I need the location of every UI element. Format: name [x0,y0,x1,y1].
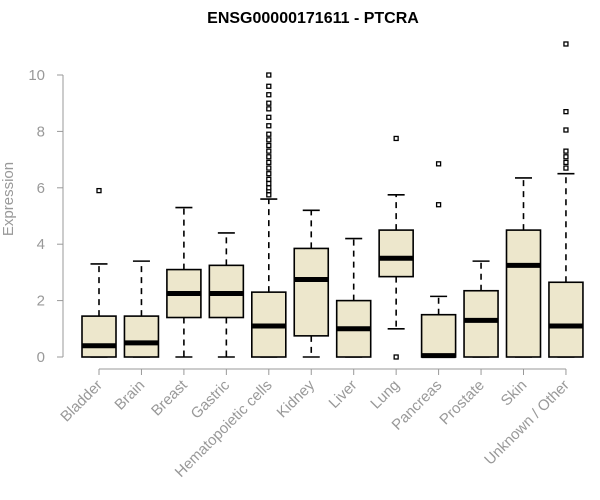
outlier-point [266,148,272,154]
outlier-point [266,171,272,177]
outlier-point [393,354,399,360]
box-kidney [293,209,330,358]
outlier-point [266,192,272,198]
outlier-point [435,202,442,208]
x-tick-label: Skin [498,377,531,410]
outlier-point [96,187,102,194]
x-tick-label: Prostate [436,377,488,429]
box-pancreas [420,161,457,359]
outlier-point [563,127,569,133]
outlier-point [563,154,569,160]
outlier-point [266,165,272,171]
outlier-point [266,131,272,137]
x-tick-label: Bladder [57,377,106,426]
outlier-point [266,180,272,187]
outlier-point [563,165,569,171]
outlier-point [266,123,272,129]
box-iqr [123,315,160,358]
box-iqr [548,281,584,358]
y-axis: 0 2 4 6 8 10 [28,67,64,366]
box-iqr [505,229,542,358]
outlier-point [266,159,272,166]
outlier-point [266,176,272,182]
x-tick-label: Liver [326,377,361,412]
box-breast [166,206,202,358]
outlier-point [266,83,272,89]
outlier-point [266,137,272,143]
outlier-point [563,148,569,154]
chart-title: ENSG00000171611 - PTCRA [207,10,419,27]
x-tick-label: Lung [367,377,403,413]
outlier-point [266,142,272,149]
outlier-point [266,106,272,112]
y-tick-label: 6 [37,180,45,197]
outlier-point [266,92,272,98]
outlier-point [266,185,272,191]
y-axis-label: Expression [0,162,17,236]
outlier-point [266,100,272,106]
box-brain [123,260,160,358]
box-lung [378,135,414,360]
outlier-point [393,135,399,142]
y-tick-label: 0 [37,349,45,366]
box-hematopoietic-cells [251,72,287,358]
y-tick-label: 4 [37,236,45,253]
outlier-point [435,161,442,167]
outlier-point [266,72,272,78]
box-iqr [81,315,117,358]
outlier-point [563,109,569,115]
y-tick-label: 2 [37,293,45,310]
x-tick-label: Kidney [274,376,319,421]
plot-area [81,41,584,360]
box-iqr [463,289,499,358]
box-iqr [293,247,330,337]
box-prostate [463,260,499,358]
box-liver [335,237,372,358]
box-bladder [81,187,117,358]
box-iqr [420,313,457,358]
box-iqr [378,229,414,278]
box-gastric [208,232,245,358]
outlier-point [563,41,569,47]
box-unknown-other [548,41,584,358]
outlier-point [563,159,569,166]
x-tick-label: Breast [148,376,191,419]
x-tick-label: Brain [111,377,148,414]
box-skin [505,177,542,358]
y-tick-label: 10 [28,67,45,84]
y-tick-label: 8 [37,123,45,140]
outlier-point [266,154,272,160]
outlier-point [266,114,272,120]
